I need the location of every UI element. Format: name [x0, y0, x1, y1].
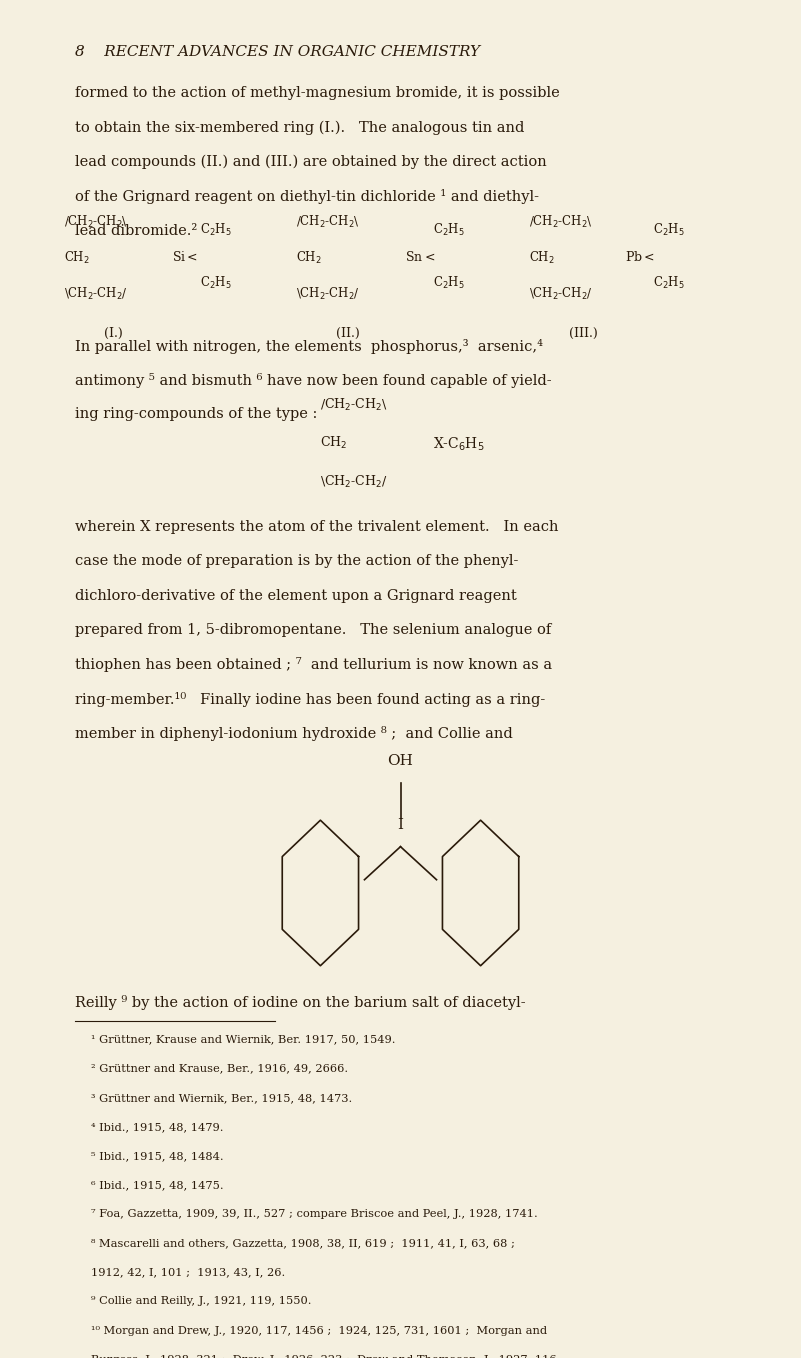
Text: C$_2$H$_5$: C$_2$H$_5$: [433, 223, 464, 239]
Text: 8    RECENT ADVANCES IN ORGANIC CHEMISTRY: 8 RECENT ADVANCES IN ORGANIC CHEMISTRY: [75, 45, 480, 58]
Text: CH$_2$: CH$_2$: [64, 250, 90, 266]
Text: Burgess, J., 1928, 321 ;  Drew, J., 1926, 223 ;  Drew and Thomason, J., 1927, 11: Burgess, J., 1928, 321 ; Drew, J., 1926,…: [91, 1355, 561, 1358]
Text: member in diphenyl-iodonium hydroxide ⁸ ;  and Collie and: member in diphenyl-iodonium hydroxide ⁸ …: [75, 727, 513, 741]
Text: $\backslash$CH$_2$-CH$_2/$: $\backslash$CH$_2$-CH$_2/$: [64, 285, 128, 301]
Text: of the Grignard reagent on diethyl-tin dichloride ¹ and diethyl-: of the Grignard reagent on diethyl-tin d…: [75, 189, 539, 204]
Text: $/$CH$_2$-CH$_2\backslash$: $/$CH$_2$-CH$_2\backslash$: [529, 215, 593, 231]
Text: to obtain the six-membered ring (I.).   The analogous tin and: to obtain the six-membered ring (I.). Th…: [75, 121, 525, 134]
Text: Pb$<$: Pb$<$: [625, 250, 654, 263]
Text: prepared from 1, 5-dibromopentane.   The selenium analogue of: prepared from 1, 5-dibromopentane. The s…: [75, 623, 551, 637]
Text: In parallel with nitrogen, the elements  phosphorus,³  arsenic,⁴: In parallel with nitrogen, the elements …: [75, 338, 543, 353]
Text: $\backslash$CH$_2$-CH$_2/$: $\backslash$CH$_2$-CH$_2/$: [529, 285, 593, 301]
Text: OH: OH: [388, 754, 413, 769]
Text: lead dibromide.²: lead dibromide.²: [75, 224, 197, 238]
Text: C$_2$H$_5$: C$_2$H$_5$: [653, 223, 684, 239]
Text: 1912, 42, I, 101 ;  1913, 43, I, 26.: 1912, 42, I, 101 ; 1913, 43, I, 26.: [91, 1267, 285, 1278]
Text: Reilly ⁹ by the action of iodine on the barium salt of diacetyl-: Reilly ⁹ by the action of iodine on the …: [75, 995, 525, 1010]
Text: ⁷ Foa, Gazzetta, 1909, 39, II., 527 ; compare Briscoe and Peel, J., 1928, 1741.: ⁷ Foa, Gazzetta, 1909, 39, II., 527 ; co…: [91, 1209, 537, 1219]
Text: $/$CH$_2$-CH$_2\backslash$: $/$CH$_2$-CH$_2\backslash$: [296, 215, 360, 231]
Text: ¹⁰ Morgan and Drew, J., 1920, 117, 1456 ;  1924, 125, 731, 1601 ;  Morgan and: ¹⁰ Morgan and Drew, J., 1920, 117, 1456 …: [91, 1325, 547, 1335]
Text: CH$_2$: CH$_2$: [296, 250, 322, 266]
Text: ⁶ Ibid., 1915, 48, 1475.: ⁶ Ibid., 1915, 48, 1475.: [91, 1180, 223, 1190]
Text: ring-member.¹⁰   Finally iodine has been found acting as a ring-: ring-member.¹⁰ Finally iodine has been f…: [75, 691, 545, 708]
Text: ² Grüttner and Krause, Ber., 1916, 49, 2666.: ² Grüttner and Krause, Ber., 1916, 49, 2…: [91, 1063, 348, 1074]
Text: ⁹ Collie and Reilly, J., 1921, 119, 1550.: ⁹ Collie and Reilly, J., 1921, 119, 1550…: [91, 1297, 312, 1306]
Text: ³ Grüttner and Wiernik, Ber., 1915, 48, 1473.: ³ Grüttner and Wiernik, Ber., 1915, 48, …: [91, 1093, 352, 1103]
Text: ing ring-compounds of the type :: ing ring-compounds of the type :: [75, 407, 317, 421]
Text: $\backslash$CH$_2$-CH$_2/$: $\backslash$CH$_2$-CH$_2/$: [296, 285, 360, 301]
Text: I: I: [397, 818, 404, 831]
Text: C$_2$H$_5$: C$_2$H$_5$: [653, 276, 684, 291]
Text: (III.): (III.): [569, 327, 598, 340]
Text: case the mode of preparation is by the action of the phenyl-: case the mode of preparation is by the a…: [75, 554, 518, 568]
Text: lead compounds (II.) and (III.) are obtained by the direct action: lead compounds (II.) and (III.) are obta…: [75, 155, 547, 170]
Text: ¹ Grüttner, Krause and Wiernik, Ber. 1917, 50, 1549.: ¹ Grüttner, Krause and Wiernik, Ber. 191…: [91, 1035, 396, 1044]
Text: ⁵ Ibid., 1915, 48, 1484.: ⁵ Ibid., 1915, 48, 1484.: [91, 1152, 223, 1161]
Text: C$_2$H$_5$: C$_2$H$_5$: [433, 276, 464, 291]
Text: thiophen has been obtained ; ⁷  and tellurium is now known as a: thiophen has been obtained ; ⁷ and tellu…: [75, 657, 552, 672]
Text: (I.): (I.): [104, 327, 123, 340]
Text: $/$CH$_2$-CH$_2\backslash$: $/$CH$_2$-CH$_2\backslash$: [64, 215, 128, 231]
Text: (II.): (II.): [336, 327, 360, 340]
Text: dichloro-derivative of the element upon a Grignard reagent: dichloro-derivative of the element upon …: [75, 588, 517, 603]
Text: ⁴ Ibid., 1915, 48, 1479.: ⁴ Ibid., 1915, 48, 1479.: [91, 1122, 223, 1131]
Text: wherein X represents the atom of the trivalent element.   In each: wherein X represents the atom of the tri…: [75, 520, 558, 534]
Text: formed to the action of methyl-magnesium bromide, it is possible: formed to the action of methyl-magnesium…: [75, 86, 560, 100]
Text: Sn$<$: Sn$<$: [405, 250, 435, 263]
Text: $/$CH$_2$-CH$_2\backslash$: $/$CH$_2$-CH$_2\backslash$: [320, 397, 388, 413]
Text: CH$_2$: CH$_2$: [320, 435, 348, 451]
Text: C$_2$H$_5$: C$_2$H$_5$: [200, 223, 231, 239]
Text: antimony ⁵ and bismuth ⁶ have now been found capable of yield-: antimony ⁵ and bismuth ⁶ have now been f…: [75, 373, 552, 388]
Text: X-C$_6$H$_5$: X-C$_6$H$_5$: [433, 435, 484, 452]
Text: Si$<$: Si$<$: [172, 250, 199, 263]
Text: ⁸ Mascarelli and others, Gazzetta, 1908, 38, II, 619 ;  1911, 41, I, 63, 68 ;: ⁸ Mascarelli and others, Gazzetta, 1908,…: [91, 1238, 515, 1248]
Text: $\backslash$CH$_2$-CH$_2/$: $\backslash$CH$_2$-CH$_2/$: [320, 474, 388, 490]
Text: CH$_2$: CH$_2$: [529, 250, 554, 266]
Text: C$_2$H$_5$: C$_2$H$_5$: [200, 276, 231, 291]
